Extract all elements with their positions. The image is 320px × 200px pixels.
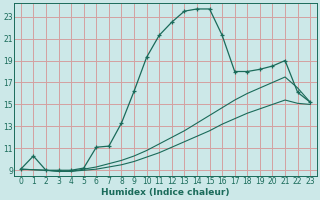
X-axis label: Humidex (Indice chaleur): Humidex (Indice chaleur) <box>101 188 230 197</box>
